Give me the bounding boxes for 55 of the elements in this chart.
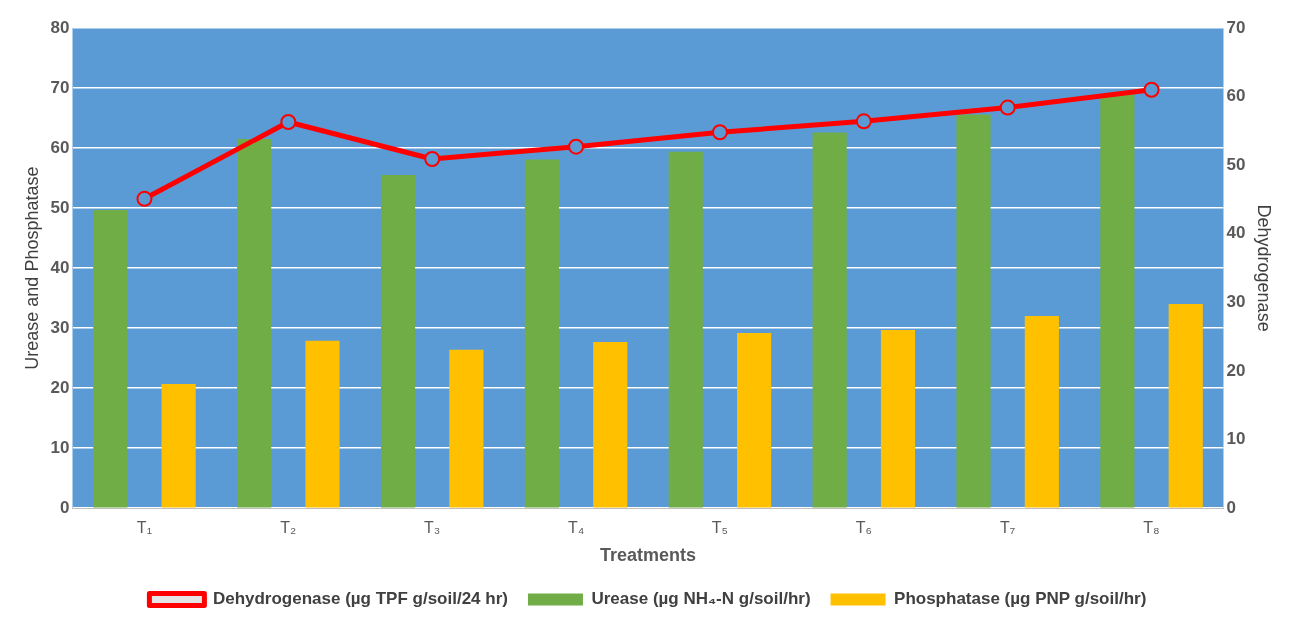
bar [237, 139, 272, 508]
y-tick-label: 0 [60, 497, 70, 517]
point [280, 113, 297, 130]
y2-axis-title: Dehydrogenase [1254, 204, 1275, 332]
bar [737, 332, 772, 508]
point [136, 190, 153, 207]
y2-tick-label: 60 [1226, 86, 1246, 106]
point [999, 99, 1016, 116]
bar [668, 151, 703, 508]
x-tick-label: T₁ [136, 519, 153, 537]
bar [524, 159, 559, 508]
y2-tick-label: 70 [1226, 17, 1246, 37]
y2-tick-label: 40 [1226, 223, 1246, 243]
x-tick-label: T₇ [1000, 519, 1016, 537]
point [711, 124, 728, 141]
bar [380, 175, 416, 508]
y-tick-label: 80 [50, 17, 70, 37]
bar [93, 209, 128, 508]
y-tick-label: 10 [50, 437, 70, 457]
bar [305, 340, 340, 508]
y2-tick-label: 20 [1226, 360, 1246, 380]
y2-tick-label: 50 [1226, 154, 1246, 174]
x-tick-label: T₈ [1143, 519, 1160, 537]
point [424, 151, 441, 168]
y-tick-label: 20 [50, 377, 70, 397]
x-tick-label: T₅ [711, 519, 729, 537]
x-tick-label: T₃ [424, 519, 441, 537]
bar [1024, 316, 1059, 508]
bar [449, 349, 484, 508]
bar [161, 383, 196, 508]
y-tick-label: 40 [50, 257, 70, 277]
y2-tick-label: 0 [1226, 497, 1236, 517]
x-axis-title: Treatments [599, 545, 697, 566]
point [855, 113, 872, 130]
y-tick-label: 60 [50, 137, 70, 157]
bar [1168, 304, 1203, 508]
bar [1100, 94, 1135, 508]
y2-tick-label: 30 [1226, 292, 1246, 312]
bar [956, 114, 991, 508]
bar [593, 341, 628, 508]
point [1143, 81, 1160, 98]
legend-label: Dehydrogenase (µg TPF g/soil/24 hr) [212, 589, 508, 609]
y-tick-label: 70 [50, 77, 70, 97]
legend-label: Phosphatase (µg PNP g/soil/hr) [894, 589, 1147, 609]
y2-tick-label: 10 [1226, 429, 1246, 449]
legend-label: Urease (µg NH₄-N g/soil/hr) [591, 589, 811, 609]
y-tick-label: 50 [50, 197, 70, 217]
bar [812, 132, 847, 508]
point [568, 138, 585, 155]
x-tick-label: T₂ [280, 519, 297, 537]
x-tick-label: T₆ [855, 519, 872, 537]
x-tick-label: T₄ [567, 519, 585, 537]
y-tick-label: 30 [50, 317, 70, 337]
bar [880, 329, 916, 508]
y-axis-title: Urease and Phosphatase [21, 166, 42, 370]
